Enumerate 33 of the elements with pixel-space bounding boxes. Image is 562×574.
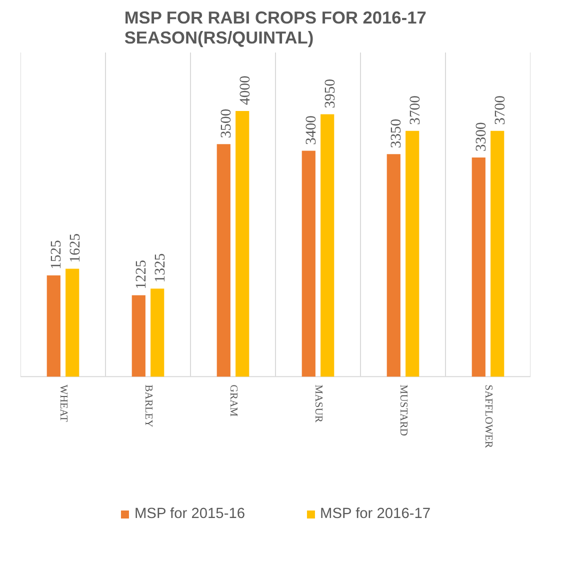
- data-label: 3950: [322, 78, 338, 108]
- bar: [406, 130, 420, 377]
- bar: [320, 114, 334, 377]
- data-label: 1225: [134, 260, 150, 290]
- data-label: 3700: [492, 96, 508, 125]
- bar: [490, 130, 504, 377]
- data-label: 1525: [48, 240, 65, 270]
- bar: [66, 268, 80, 377]
- data-label: 4000: [237, 76, 254, 105]
- data-label: 3500: [218, 108, 235, 138]
- bar: [46, 275, 60, 377]
- x-tick-label: WHEAT: [58, 384, 68, 422]
- bar: [386, 154, 400, 377]
- bar: [150, 288, 164, 377]
- legend-label: MSP for 2015-16: [134, 506, 245, 522]
- x-tick-label: SAFFLOWER: [482, 384, 494, 449]
- chart-title: MSP FOR RABI CROPS FOR 2016-17 SEASON(RS/QUINTAL): [124, 8, 426, 48]
- x-tick-label: BARLEY: [142, 384, 154, 428]
- bar: [236, 110, 250, 377]
- data-label: 3300: [474, 122, 490, 152]
- data-label: 1625: [67, 233, 84, 263]
- x-tick-label: GRAM: [228, 384, 238, 418]
- x-tick-label: MASUR: [312, 384, 324, 424]
- x-tick-label: MUSTARD: [398, 384, 408, 436]
- data-label: 3700: [407, 96, 424, 125]
- data-label: 1325: [152, 253, 168, 283]
- data-label: 3350: [388, 118, 405, 148]
- bar: [472, 157, 486, 377]
- bar: [132, 295, 146, 377]
- bar: [216, 144, 230, 377]
- legend-label: MSP for 2016-17: [320, 506, 431, 522]
- data-label: 3400: [304, 115, 320, 145]
- bar: [302, 150, 316, 377]
